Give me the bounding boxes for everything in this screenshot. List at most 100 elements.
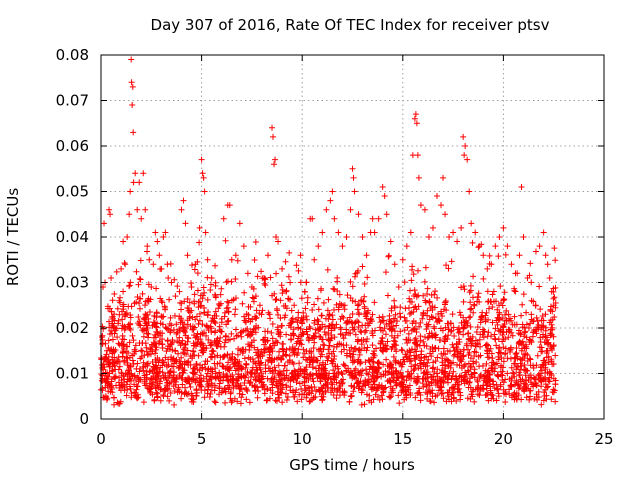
data-point [269, 335, 276, 342]
data-point [272, 397, 279, 404]
data-point [211, 360, 218, 367]
data-point [551, 294, 558, 301]
data-point [254, 273, 261, 280]
data-point [464, 156, 471, 163]
data-point [502, 398, 509, 405]
data-point [199, 170, 206, 177]
data-point [350, 351, 357, 358]
data-point [142, 206, 149, 213]
data-point [449, 311, 456, 318]
data-point [542, 369, 549, 376]
data-point [428, 353, 435, 360]
data-point [377, 319, 384, 326]
data-point [253, 349, 260, 356]
data-point [450, 324, 457, 331]
data-point [140, 399, 147, 406]
data-point [425, 356, 432, 363]
data-point [545, 353, 552, 360]
data-point [550, 361, 557, 368]
data-point [168, 379, 175, 386]
data-point [341, 362, 348, 369]
data-point [185, 305, 192, 312]
data-point [316, 333, 323, 340]
data-point [256, 378, 263, 385]
data-point [344, 292, 351, 299]
data-point [129, 83, 136, 90]
data-point [544, 261, 551, 268]
data-point [111, 290, 118, 297]
data-point [253, 377, 260, 384]
data-point [434, 354, 441, 361]
data-point [502, 351, 509, 358]
data-point [237, 329, 244, 336]
data-point [228, 330, 235, 337]
data-point [424, 395, 431, 402]
data-point [370, 385, 377, 392]
data-point [486, 252, 493, 259]
data-point [434, 193, 441, 200]
data-point [200, 347, 207, 354]
data-point [200, 284, 207, 291]
data-point [535, 388, 542, 395]
data-point [295, 373, 302, 380]
data-point [232, 306, 239, 313]
data-point [417, 397, 424, 404]
data-point [238, 333, 245, 340]
data-point [337, 331, 344, 338]
data-point [466, 188, 473, 195]
data-point [462, 143, 469, 149]
data-point [272, 296, 279, 303]
data-point [427, 305, 434, 312]
data-point [482, 392, 489, 399]
data-point [379, 396, 386, 403]
data-point [168, 322, 175, 329]
data-point [496, 234, 503, 240]
data-point [343, 326, 350, 333]
data-point [381, 193, 388, 200]
data-point [128, 79, 135, 86]
data-point [143, 326, 150, 333]
data-point [406, 310, 413, 317]
data-point [137, 257, 144, 264]
data-point [126, 283, 133, 290]
data-point [414, 152, 421, 159]
data-point [310, 378, 317, 385]
data-point [431, 325, 438, 332]
data-point [310, 354, 317, 361]
data-point [191, 266, 198, 273]
data-point [545, 377, 552, 384]
data-point [457, 396, 464, 403]
data-point [232, 252, 239, 259]
data-point [549, 324, 556, 331]
data-point [108, 327, 115, 334]
data-point [364, 336, 371, 343]
data-point [361, 305, 368, 312]
data-point [180, 349, 187, 356]
data-point [379, 313, 386, 320]
data-point [137, 322, 144, 329]
data-point [134, 360, 141, 367]
data-point [150, 363, 157, 370]
data-point [279, 345, 286, 352]
data-point [278, 389, 285, 396]
data-point [483, 382, 490, 389]
data-point [150, 261, 157, 268]
data-point [358, 401, 365, 408]
data-point [386, 368, 393, 375]
data-point [536, 283, 543, 290]
data-point [234, 351, 241, 358]
data-point [540, 229, 547, 236]
data-point [337, 316, 344, 323]
data-point [449, 341, 456, 348]
data-point [454, 381, 461, 388]
data-point [431, 399, 438, 406]
data-point [537, 306, 544, 313]
data-point [238, 394, 245, 401]
data-point [105, 344, 112, 351]
data-point [263, 397, 270, 404]
data-point [170, 369, 177, 376]
data-point [335, 368, 342, 375]
data-point [458, 224, 465, 231]
data-point [216, 360, 223, 367]
data-point [196, 239, 203, 246]
